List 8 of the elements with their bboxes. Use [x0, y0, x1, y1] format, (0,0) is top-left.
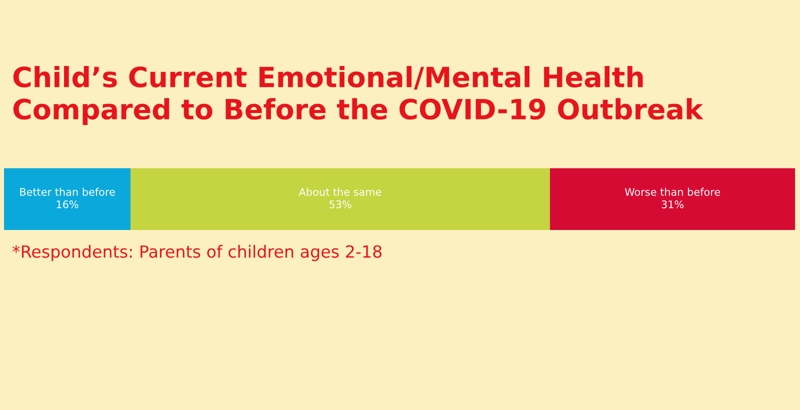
series-label: Worse than before [624, 188, 720, 196]
chart-title: Child’s Current Emotional/Mental Health Compared to Before the COVID-19 Outbreak [13, 66, 704, 126]
text: *Respondents: Parents of children ages 2-18 [12, 244, 382, 262]
data-label: 16% [56, 200, 78, 208]
data-label: 31% [662, 200, 684, 208]
data-label: 53% [329, 200, 352, 208]
series-label: About the same [298, 188, 382, 196]
series-label: Better than before [20, 188, 115, 196]
